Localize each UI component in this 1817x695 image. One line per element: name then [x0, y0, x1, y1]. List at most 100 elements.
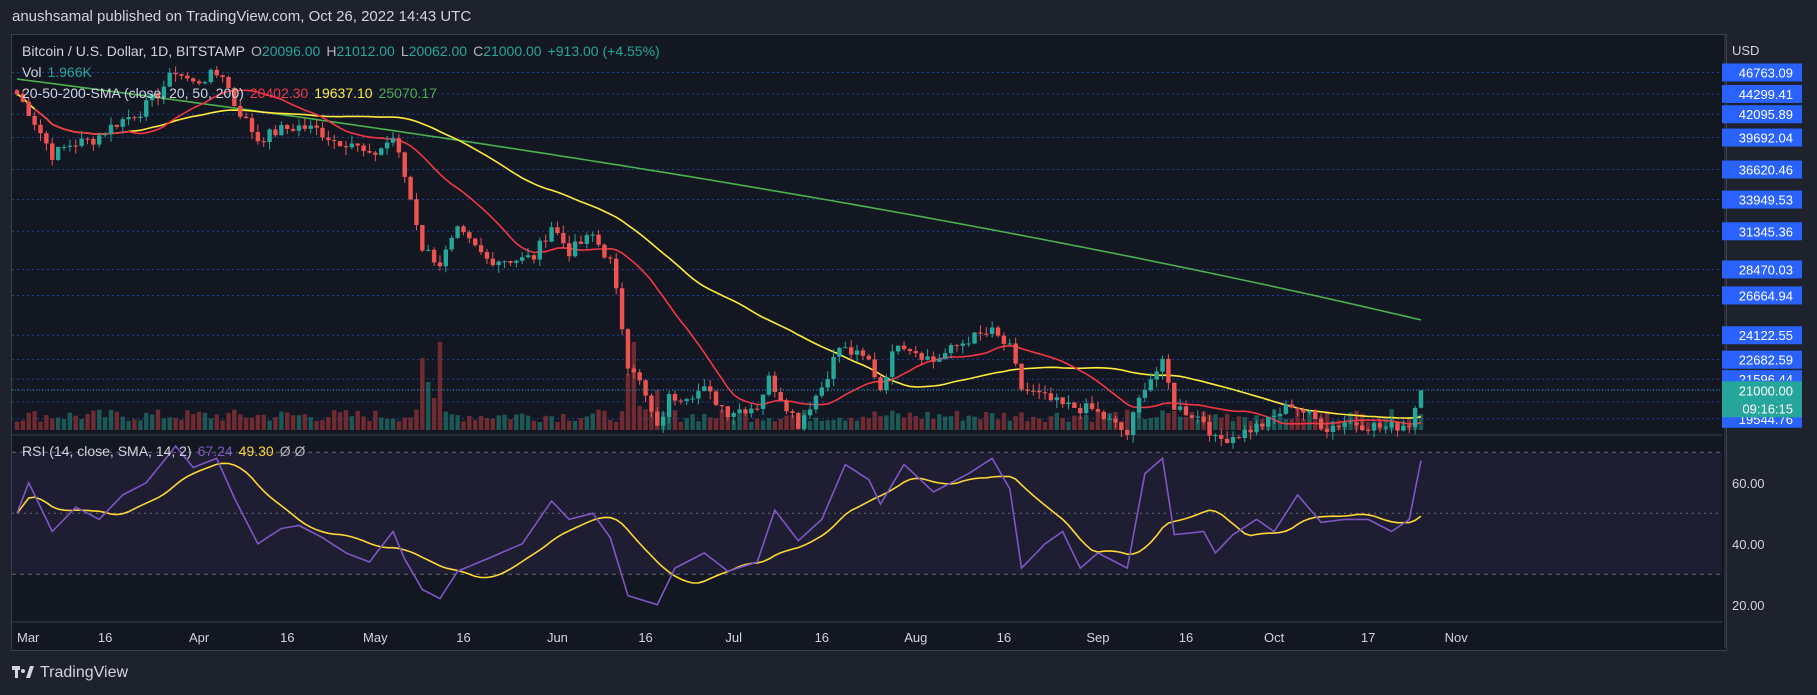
time-axis-label: May [363, 630, 388, 645]
volume-bar [537, 421, 543, 430]
volume-bar [261, 414, 266, 430]
volume-bar [584, 416, 590, 430]
volume-bar [467, 416, 472, 430]
candle-body [895, 345, 901, 352]
volume-bar [455, 415, 460, 430]
candle-body [308, 125, 313, 129]
time-axis-label: 16 [1179, 630, 1193, 645]
volume-bar [813, 417, 819, 430]
price-level-tag [1722, 260, 1802, 279]
volume-bar [1042, 421, 1048, 430]
candle-body [1036, 390, 1042, 393]
sma20-line [34, 89, 1422, 425]
volume-bar [32, 411, 37, 430]
candle-body [1242, 429, 1247, 438]
candle-body [660, 416, 666, 426]
volume-bar [978, 419, 983, 430]
price-level-label: 31345.36 [1739, 224, 1793, 239]
volume-bar [672, 410, 678, 430]
volume-bar [1336, 420, 1341, 430]
volume-bar [1313, 413, 1318, 430]
price-level-tag [1722, 350, 1802, 369]
candle-body [1254, 423, 1259, 433]
candle-body [555, 227, 560, 233]
volume-bar [1219, 417, 1224, 430]
candle-body [414, 199, 419, 226]
volume-value: 1.966K [47, 64, 92, 80]
candle-body [666, 393, 672, 417]
candle-body [1119, 422, 1124, 430]
candle-body [55, 146, 61, 160]
volume-bar [1136, 410, 1142, 430]
candle-body [1313, 410, 1318, 419]
candle-body [537, 240, 543, 260]
candle-body [602, 244, 607, 258]
candle-body [484, 252, 490, 259]
volume-bar [502, 414, 507, 430]
volume-bar [73, 415, 78, 430]
candle-body [355, 143, 360, 146]
volume-bar [631, 342, 637, 430]
tradingview-brand[interactable]: TradingView [12, 664, 128, 682]
volume-bar [314, 420, 319, 430]
volume-bar [942, 416, 948, 430]
volume-bar [966, 415, 971, 430]
candle-body [73, 145, 78, 147]
price-level-label: 36620.46 [1739, 163, 1793, 178]
price-level-label: 22682.59 [1739, 353, 1793, 368]
candle-body [461, 226, 466, 233]
volume-bar [120, 416, 125, 430]
volume-bar [349, 416, 355, 430]
volume-bar [613, 421, 619, 430]
candle-body [279, 125, 284, 136]
candle-body [702, 386, 707, 392]
volume-bar [1154, 417, 1159, 430]
rsi-sma-value: 49.30 [238, 443, 274, 459]
candle-body [384, 142, 390, 149]
candle-body [114, 124, 120, 127]
candle-body [91, 138, 96, 145]
candle-body [790, 411, 795, 413]
volume-bar [937, 414, 942, 430]
volume-bar [1213, 414, 1218, 430]
candle-body [831, 356, 836, 379]
volume-bar [290, 415, 296, 430]
candle-body [1072, 402, 1077, 408]
volume-bar [508, 419, 513, 430]
candle-body [1154, 371, 1159, 380]
candle-body [754, 408, 760, 410]
candle-body [102, 134, 108, 136]
volume-bar [831, 420, 836, 430]
volume-bar [737, 413, 742, 430]
volume-bar [1072, 415, 1077, 430]
time-axis-label: 16 [456, 630, 470, 645]
volume-bar [525, 415, 531, 430]
price-level-label: 24122.55 [1739, 328, 1793, 343]
volume-bar [972, 416, 977, 430]
volume-bar [913, 416, 918, 430]
volume-bar [637, 406, 642, 430]
volume-bar [1418, 414, 1424, 430]
candle-body [1189, 415, 1195, 418]
candle-body [473, 238, 478, 246]
candle-body [1142, 390, 1148, 398]
open-label: O [251, 43, 262, 59]
candle-body [1054, 397, 1059, 401]
time-axis-label: 16 [280, 630, 294, 645]
volume-bar [214, 414, 219, 430]
candle-body [167, 72, 172, 87]
candle-body [649, 395, 654, 412]
rsi-sma-line [16, 462, 1422, 584]
time-axis-label: Nov [1445, 630, 1469, 645]
candle-body [202, 82, 208, 84]
candle-body [390, 138, 396, 143]
volume-bar [578, 418, 584, 430]
volume-bar [355, 410, 360, 430]
volume-bar [144, 412, 149, 430]
candle-body [1213, 435, 1218, 437]
volume-bar [50, 418, 55, 430]
price-level-tag [1722, 84, 1802, 103]
volume-bar [725, 414, 731, 430]
volume-bar [749, 421, 754, 430]
